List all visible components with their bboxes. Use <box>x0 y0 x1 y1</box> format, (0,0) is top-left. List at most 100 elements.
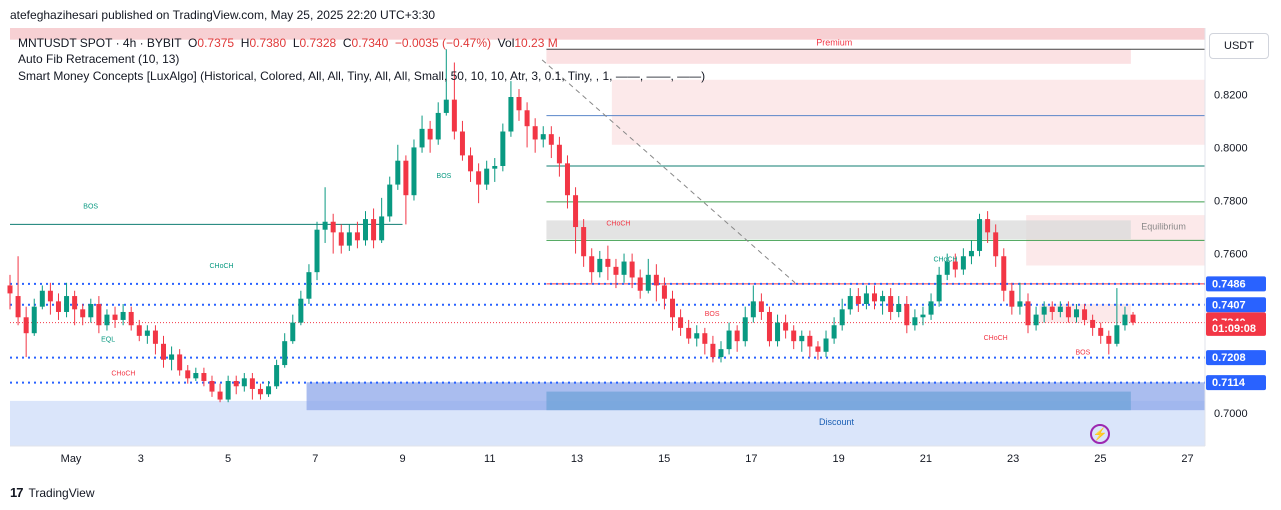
candle <box>799 330 805 352</box>
candle-body <box>702 333 708 344</box>
candle <box>72 290 78 326</box>
candle-body <box>758 301 764 312</box>
x-tick-label: 25 <box>1094 453 1106 465</box>
candle <box>645 258 651 294</box>
open-label: O <box>188 36 198 50</box>
candle-body <box>573 195 579 228</box>
candle <box>290 314 296 344</box>
candle <box>322 187 328 243</box>
candle-body <box>863 293 869 305</box>
candle-body <box>508 97 514 132</box>
zone-box <box>546 220 1131 239</box>
candle-body <box>128 311 134 326</box>
candle-body <box>1098 327 1104 336</box>
candle <box>920 306 926 326</box>
candle-body <box>516 97 522 111</box>
candle-body <box>31 306 37 334</box>
candle-body <box>241 378 247 387</box>
y-tick-label: 0.8000 <box>1214 142 1248 154</box>
candle-body <box>1065 306 1071 318</box>
candle-body <box>23 317 29 334</box>
candle-body <box>144 330 150 336</box>
candle <box>500 123 506 172</box>
candle-body <box>1025 301 1031 326</box>
candle-body <box>1106 335 1112 344</box>
chart-annotation: BOS <box>705 311 720 318</box>
price-chart[interactable]: BOS CHoCH BOS EQL CHoCH CHoCH BOS CHoCH CHoCH BOS… <box>0 28 1281 478</box>
candle <box>548 126 554 159</box>
candle <box>1122 306 1128 331</box>
candle <box>564 155 570 209</box>
candle-body <box>710 343 716 358</box>
candle <box>136 319 142 342</box>
footer-brand: TradingView <box>28 485 95 500</box>
candle <box>476 163 482 204</box>
candle-body <box>217 391 223 400</box>
candle <box>1041 301 1047 323</box>
candle-body <box>524 110 530 127</box>
candle-body <box>290 322 296 342</box>
candle-body <box>96 304 102 326</box>
candle <box>977 213 983 257</box>
candle <box>904 296 910 334</box>
candle-body <box>1073 309 1079 318</box>
price-label: 01:09:08 <box>1212 323 1256 335</box>
candle-body <box>500 131 506 167</box>
candle <box>257 383 263 400</box>
candle <box>637 269 643 299</box>
candle-body <box>928 301 934 315</box>
symbol-name[interactable]: MNTUSDT SPOT · 4h · BYBIT <box>18 36 182 50</box>
candle <box>653 264 659 302</box>
chart-annotation: Premium <box>816 37 852 47</box>
level-line <box>541 59 796 284</box>
currency-button[interactable]: USDT <box>1209 33 1269 59</box>
candle <box>855 288 861 312</box>
lightning-icon[interactable]: ⚡ <box>1090 424 1110 444</box>
candle <box>266 380 272 397</box>
candle-body <box>306 272 312 299</box>
candle-body <box>871 293 877 302</box>
candle <box>928 293 934 320</box>
candle <box>710 335 716 363</box>
y-tick-label: 0.7600 <box>1214 249 1248 261</box>
candle <box>589 248 595 283</box>
open-value: 0.7375 <box>197 36 235 50</box>
candle <box>952 253 958 278</box>
candle-body <box>597 258 603 273</box>
candle-body <box>266 386 272 395</box>
candle <box>201 367 207 387</box>
chart-annotation: Discount <box>819 417 855 427</box>
publish-header: atefeghazihesari published on TradingVie… <box>0 0 1281 28</box>
candle-body <box>694 333 700 339</box>
candle-body <box>888 296 894 312</box>
candle <box>459 120 465 161</box>
candle-body <box>645 274 651 291</box>
footer: 17 TradingView <box>10 485 95 500</box>
x-tick-label: 23 <box>1007 453 1019 465</box>
candle-body <box>468 155 474 172</box>
chart-annotation: CHoCH <box>984 335 1008 342</box>
x-tick-label: 19 <box>833 453 845 465</box>
candle-body <box>904 304 910 326</box>
candle <box>1033 306 1039 331</box>
candle-body <box>629 261 635 278</box>
symbol-legend[interactable]: MNTUSDT SPOT · 4h · BYBIT O0.7375 H0.738… <box>18 36 558 50</box>
candle <box>815 341 821 360</box>
candle <box>605 245 611 281</box>
chart-annotation: Equilibrium <box>1141 222 1186 232</box>
candle <box>1106 330 1112 355</box>
candle <box>775 314 781 347</box>
candle-body <box>880 296 886 302</box>
candle-body <box>678 317 684 328</box>
candle <box>1057 301 1063 318</box>
candle-body <box>1130 314 1136 323</box>
indicator-smc[interactable]: Smart Money Concepts [LuxAlgo] (Historic… <box>18 69 706 83</box>
candle <box>702 327 708 355</box>
candle <box>556 136 562 177</box>
candle <box>193 367 199 381</box>
candle-body <box>831 325 837 339</box>
indicator-fib[interactable]: Auto Fib Retracement (10, 13) <box>18 52 180 66</box>
candle-body <box>936 274 942 302</box>
candle-body <box>783 322 789 331</box>
candle-body <box>379 216 385 241</box>
